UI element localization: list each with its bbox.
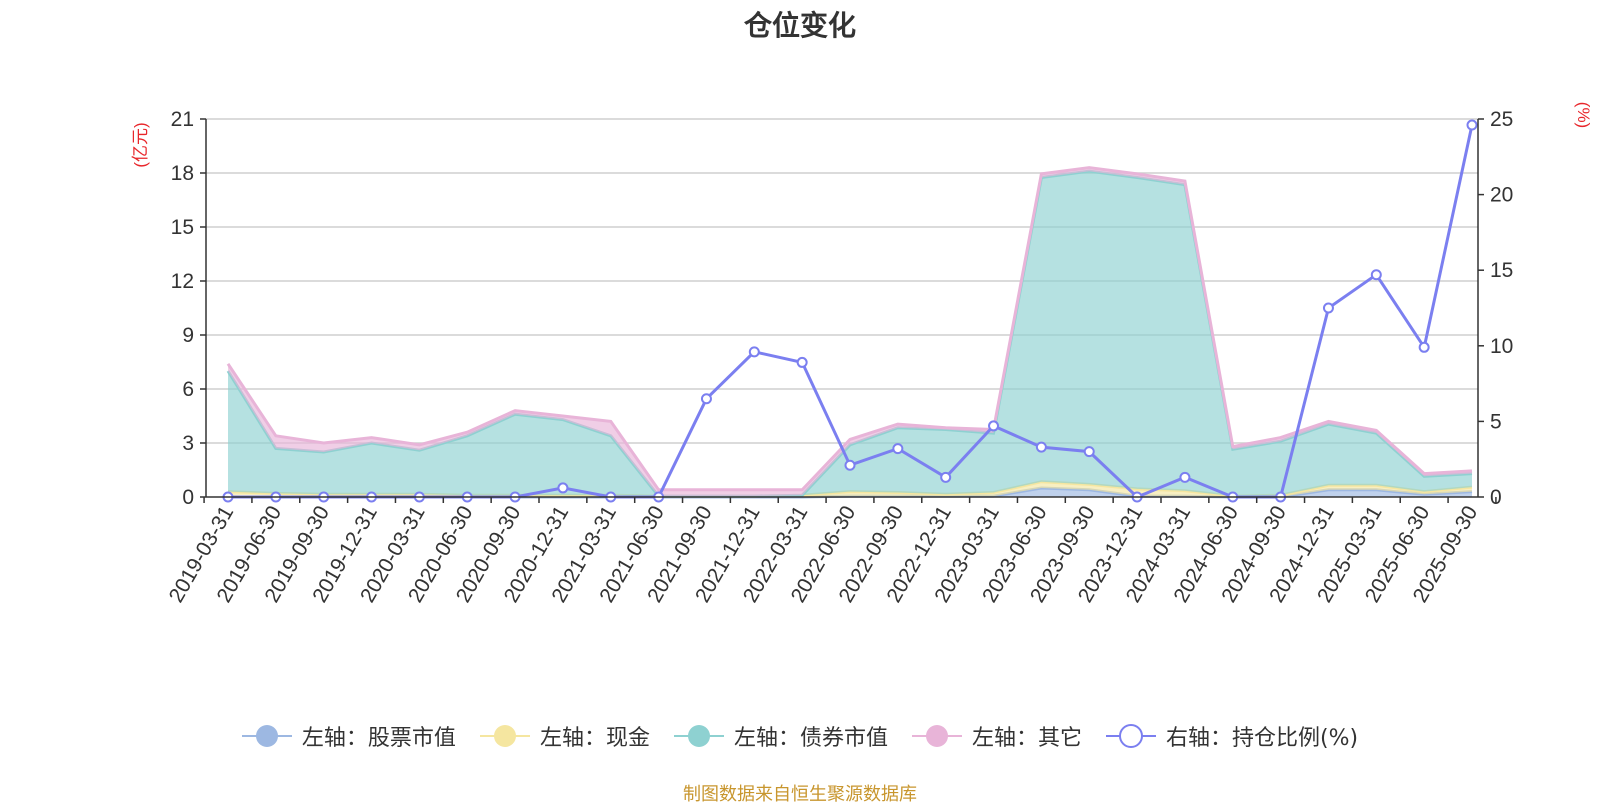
ratio-point <box>892 443 904 455</box>
ratio-point <box>557 482 569 494</box>
position-change-chart: 03691215182105101520252019-03-312019-06-… <box>131 102 1593 607</box>
axes: 03691215182105101520252019-03-312019-06-… <box>165 108 1514 607</box>
ratio-point <box>1322 302 1334 314</box>
ratio-point <box>1370 269 1382 281</box>
left-tick-label: 18 <box>171 162 194 185</box>
ratio-point <box>940 471 952 483</box>
legend-label: 左轴：现金 <box>539 726 650 751</box>
legend-marker-icon <box>673 725 724 747</box>
ratio-point <box>1179 471 1191 483</box>
legend-item[interactable]: 左轴：债券市值 <box>673 720 888 752</box>
legend-marker-icon <box>479 725 530 747</box>
legend-marker-icon <box>241 725 292 747</box>
ratio-point <box>988 420 1000 432</box>
ratio-point <box>700 393 712 405</box>
left-tick-label: 9 <box>182 324 194 347</box>
left-tick-label: 6 <box>182 378 194 401</box>
chart-title: 仓位变化 <box>743 9 856 42</box>
left-tick-label: 0 <box>182 486 194 509</box>
legend-label: 左轴：股票市值 <box>301 726 456 751</box>
legend-label: 左轴：其它 <box>971 726 1082 751</box>
stacked-areas <box>226 166 1473 499</box>
legend-marker-icon <box>1105 724 1156 748</box>
right-tick-label: 20 <box>1490 184 1513 207</box>
left-tick-label: 12 <box>171 270 194 293</box>
legend-item[interactable]: 左轴：股票市值 <box>241 720 456 752</box>
legend-item[interactable]: 左轴：其它 <box>911 720 1082 752</box>
legend-label: 左轴：债券市值 <box>733 726 888 751</box>
right-tick-label: 10 <box>1490 335 1513 358</box>
ratio-point <box>748 346 760 358</box>
ratio-point <box>844 459 856 471</box>
ratio-point <box>1035 441 1047 453</box>
ratio-point <box>1466 119 1478 131</box>
legend-label: 右轴：持仓比例(%) <box>1165 726 1359 751</box>
area-左轴：股票市值 <box>228 488 1472 497</box>
area-左轴：现金 <box>228 481 1472 497</box>
ratio-point <box>796 356 808 368</box>
source-note: 制图数据来自恒生聚源数据库 <box>683 784 917 805</box>
legend-marker-icon <box>911 725 962 747</box>
right-tick-label: 25 <box>1490 108 1513 131</box>
legend-item[interactable]: 右轴：持仓比例(%) <box>1105 720 1359 752</box>
right-axis-unit: (%) <box>1574 102 1593 128</box>
left-tick-label: 3 <box>182 432 194 455</box>
chart-legend: 左轴：股票市值 左轴：现金 左轴：债券市值 左轴：其它 右轴：持仓比例(%) <box>0 720 1600 752</box>
legend-item[interactable]: 左轴：现金 <box>479 720 650 752</box>
right-tick-label: 15 <box>1490 259 1513 282</box>
grid-lines <box>206 118 1478 444</box>
left-tick-label: 21 <box>171 108 194 131</box>
ratio-point <box>1418 341 1430 353</box>
left-tick-label: 15 <box>171 216 194 239</box>
left-axis-unit: (亿元) <box>131 122 150 167</box>
right-tick-label: 5 <box>1490 410 1502 433</box>
area-左轴：债券市值 <box>228 171 1472 497</box>
area-edge-左轴：其它 <box>226 166 1473 492</box>
ratio-point <box>1083 446 1095 458</box>
